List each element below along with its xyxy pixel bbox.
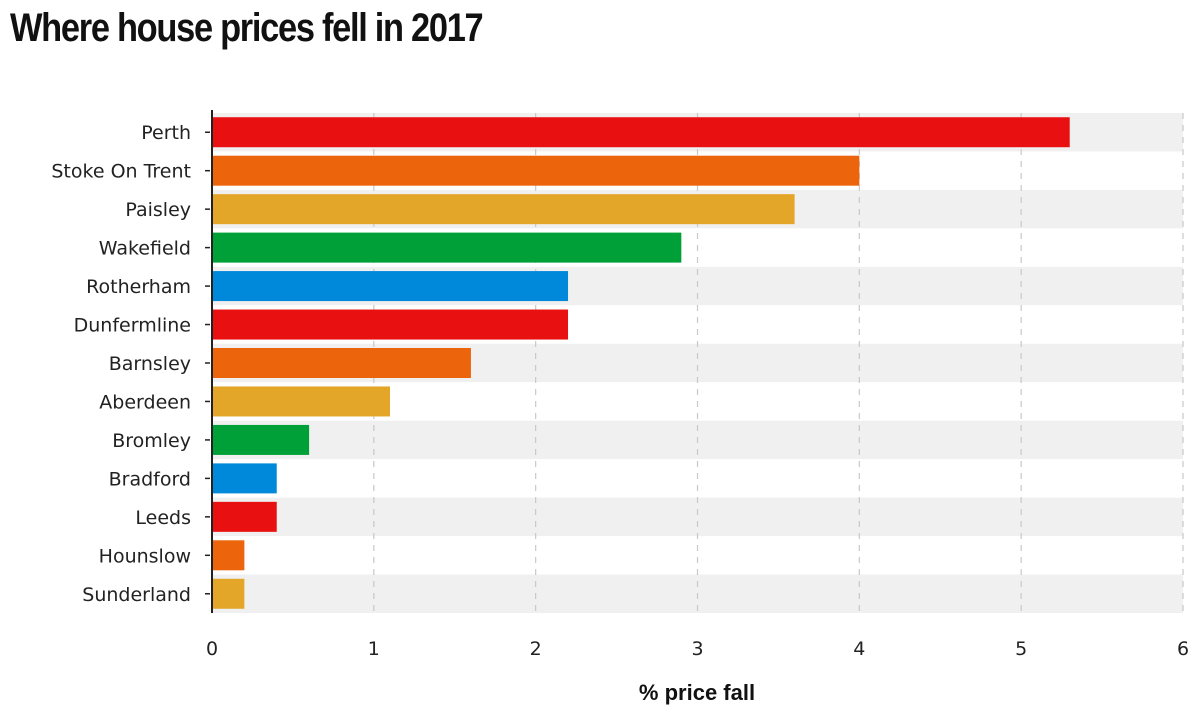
bar bbox=[212, 424, 310, 455]
category-label: Paisley bbox=[125, 199, 191, 221]
category-label: Wakefield bbox=[99, 238, 191, 260]
x-axis-title: % price fall bbox=[639, 680, 755, 705]
bar bbox=[212, 578, 245, 609]
category-label: Rotherham bbox=[86, 276, 191, 298]
row-band bbox=[212, 536, 1183, 575]
x-tick-label: 0 bbox=[206, 638, 218, 660]
x-tick-label: 1 bbox=[368, 638, 380, 660]
bar bbox=[212, 117, 1070, 148]
category-label: Sunderland bbox=[82, 584, 191, 606]
bar bbox=[212, 155, 860, 186]
category-label: Bromley bbox=[112, 430, 191, 452]
bar bbox=[212, 348, 471, 378]
x-tick-label: 2 bbox=[530, 638, 542, 660]
x-tick-label: 5 bbox=[1015, 638, 1027, 660]
chart-title: Where house prices fell in 2017 bbox=[10, 6, 484, 50]
category-label: Bradford bbox=[109, 468, 191, 490]
category-label: Dunfermline bbox=[74, 315, 191, 337]
bars bbox=[212, 117, 1070, 609]
x-tick-label: 3 bbox=[691, 638, 703, 660]
y-axis: Perth Stoke On Trent Paisley Wakefield Rothe… bbox=[51, 110, 213, 613]
row-band bbox=[212, 497, 1183, 537]
x-tick-label: 6 bbox=[1177, 638, 1189, 660]
bar bbox=[212, 501, 277, 532]
category-label: Perth bbox=[141, 122, 191, 144]
category-label: Hounslow bbox=[99, 545, 191, 567]
bar bbox=[212, 194, 795, 225]
bar bbox=[212, 386, 391, 417]
x-tick-label: 4 bbox=[853, 638, 865, 660]
bar bbox=[212, 271, 569, 302]
x-axis: 0 1 2 3 4 5 6 bbox=[206, 638, 1189, 660]
bar bbox=[212, 309, 569, 340]
category-label: Stoke On Trent bbox=[51, 161, 191, 183]
bar bbox=[212, 463, 277, 494]
bar bbox=[212, 232, 682, 263]
category-label: Aberdeen bbox=[99, 391, 191, 413]
category-label: Barnsley bbox=[109, 353, 191, 375]
bar bbox=[212, 540, 245, 571]
category-label: Leeds bbox=[135, 507, 191, 529]
